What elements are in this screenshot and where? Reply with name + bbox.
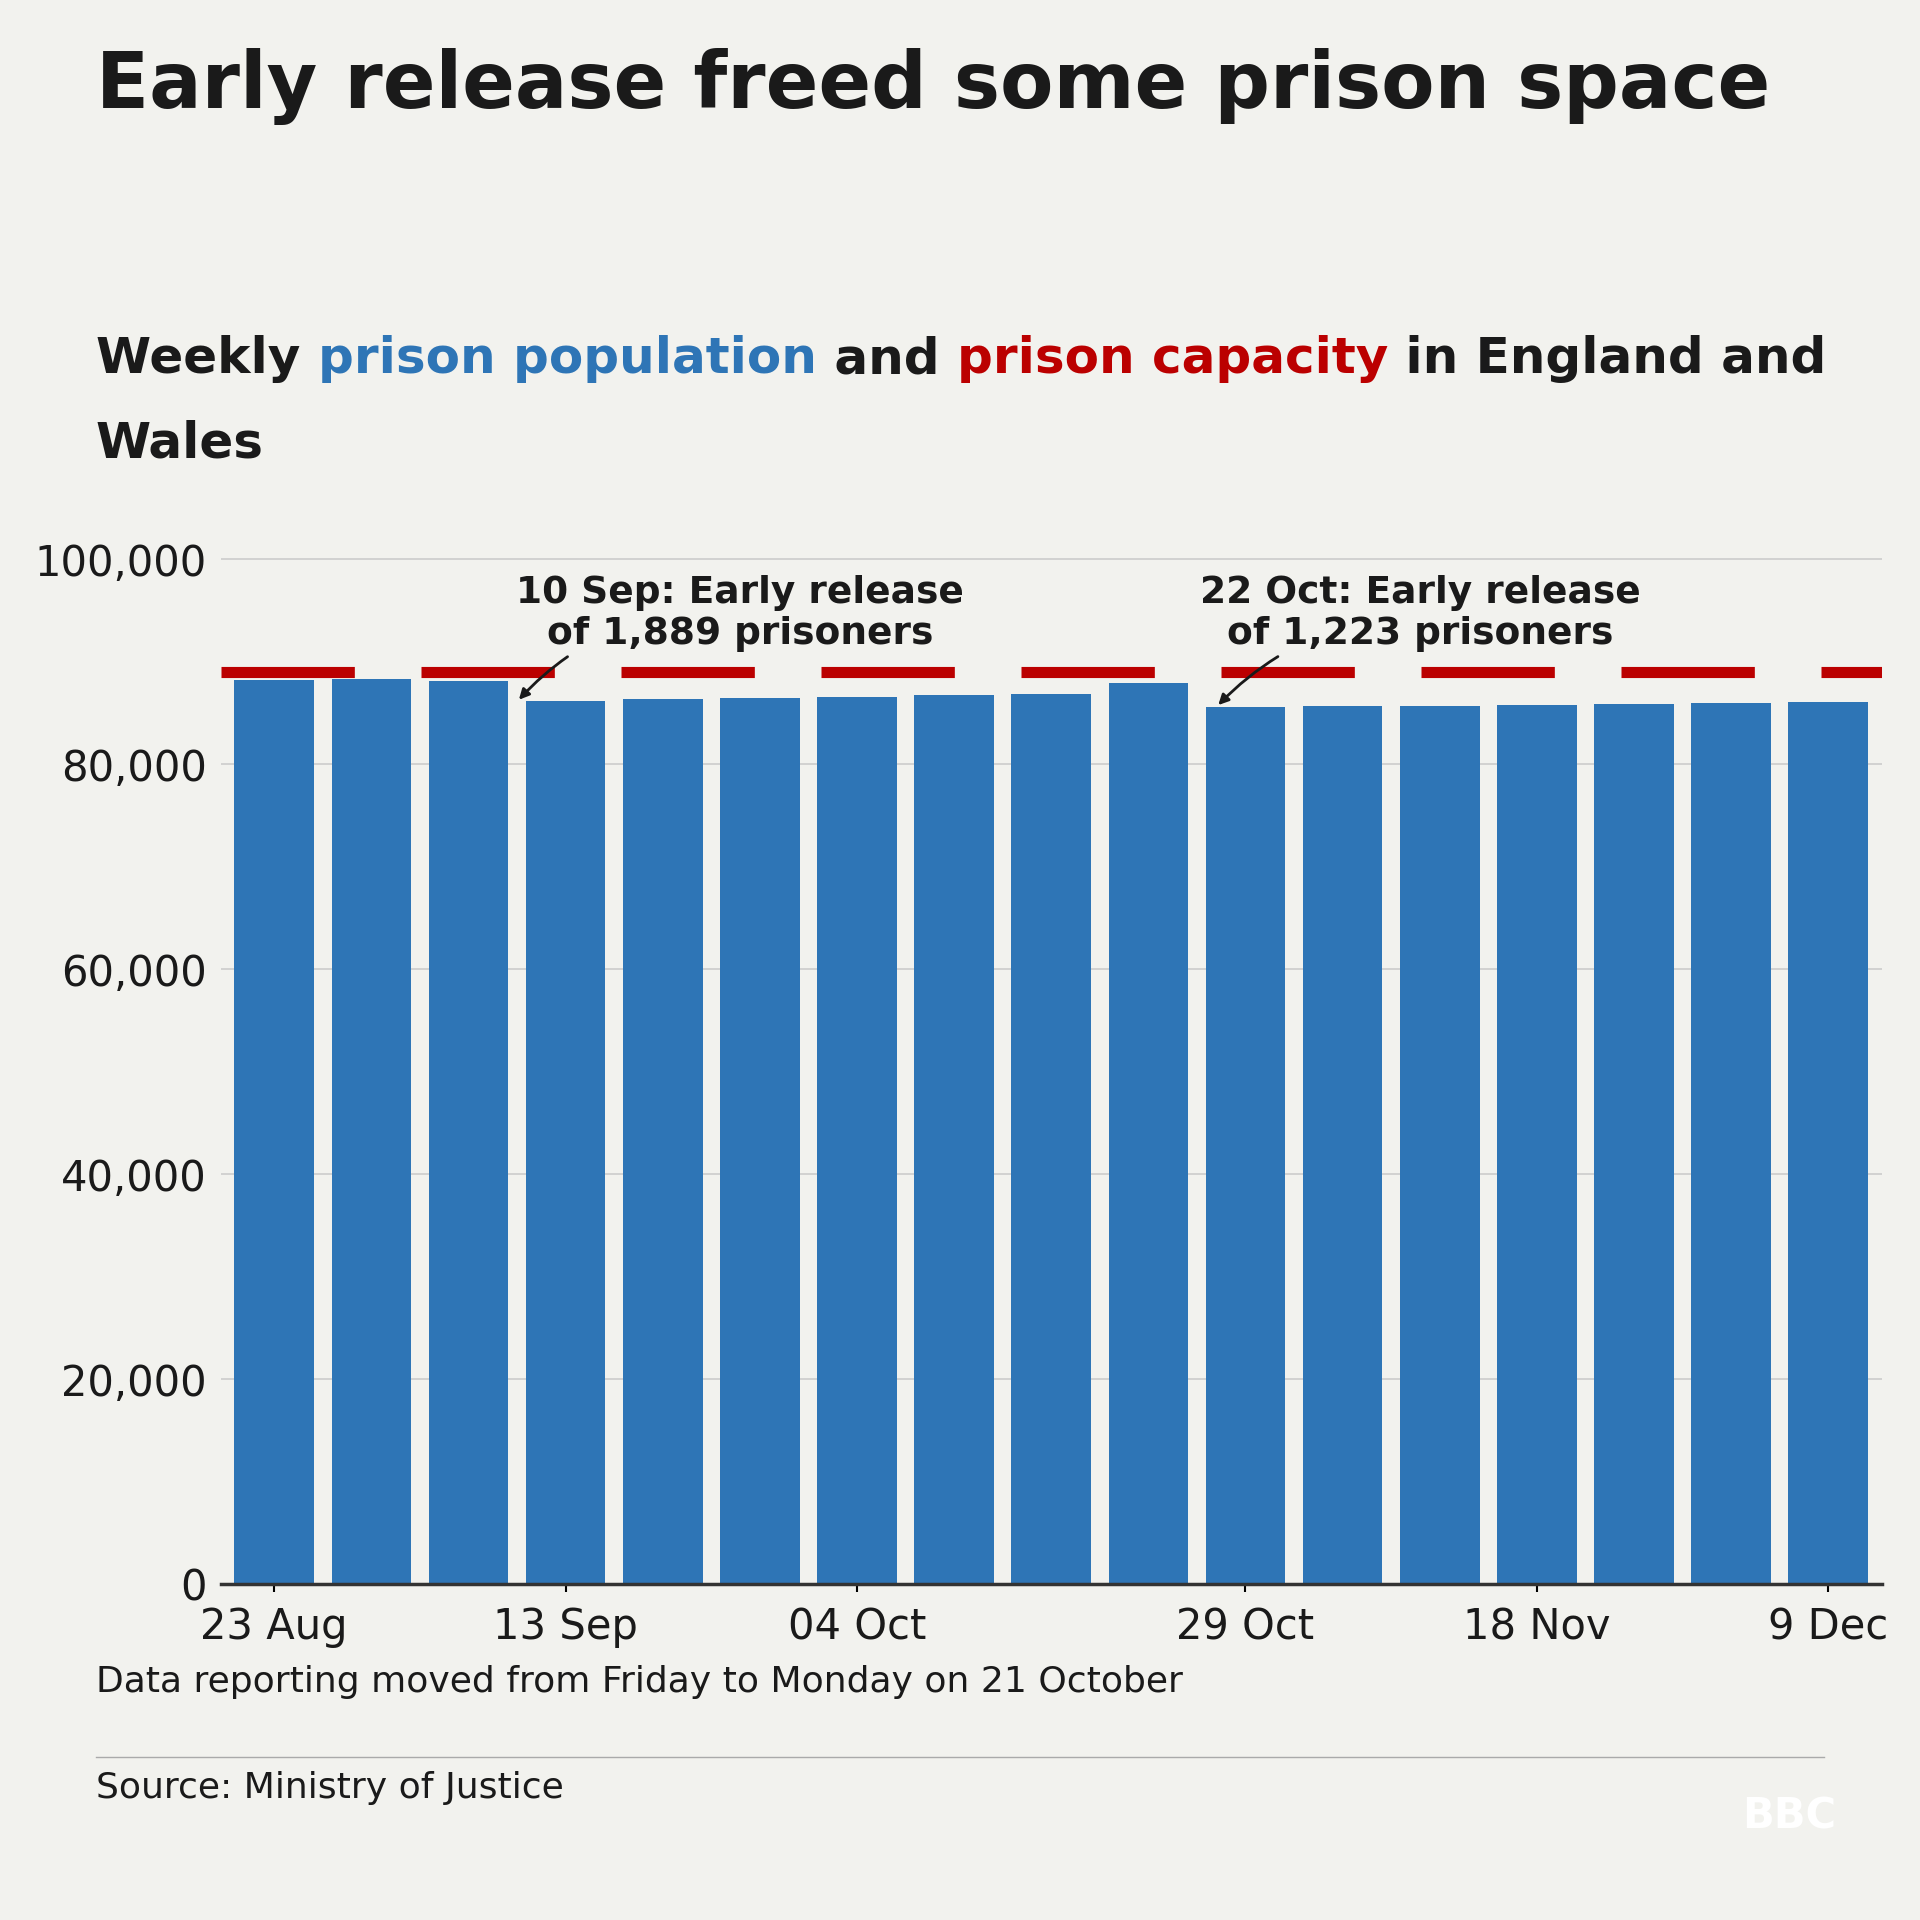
Bar [1012,693,1091,1584]
Text: 22 Oct: Early release
of 1,223 prisoners: 22 Oct: Early release of 1,223 prisoners [1200,574,1642,703]
Bar [234,680,315,1584]
Text: Source: Ministry of Justice: Source: Ministry of Justice [96,1770,564,1805]
Bar [1206,707,1284,1584]
Bar [1304,707,1382,1584]
Bar [622,699,703,1584]
Bar [1692,703,1770,1584]
Bar [526,701,605,1584]
Text: in England and: in England and [1388,334,1826,382]
Bar [428,682,509,1584]
Bar [1108,684,1188,1584]
Text: 10 Sep: Early release
of 1,889 prisoners: 10 Sep: Early release of 1,889 prisoners [516,574,964,697]
Text: prison population: prison population [317,334,816,382]
Text: Wales: Wales [96,420,265,468]
Bar [1594,705,1674,1584]
Bar [1788,703,1868,1584]
Text: Weekly: Weekly [96,334,317,382]
Bar [332,680,411,1584]
Text: Data reporting moved from Friday to Monday on 21 October: Data reporting moved from Friday to Mond… [96,1665,1183,1699]
Text: and: and [816,334,956,382]
Bar [914,695,995,1584]
Text: BBC: BBC [1741,1795,1837,1837]
Text: prison capacity: prison capacity [956,334,1388,382]
Bar [720,697,799,1584]
Bar [1400,707,1480,1584]
Bar [1498,705,1576,1584]
Bar [818,697,897,1584]
Text: Early release freed some prison space: Early release freed some prison space [96,48,1770,125]
